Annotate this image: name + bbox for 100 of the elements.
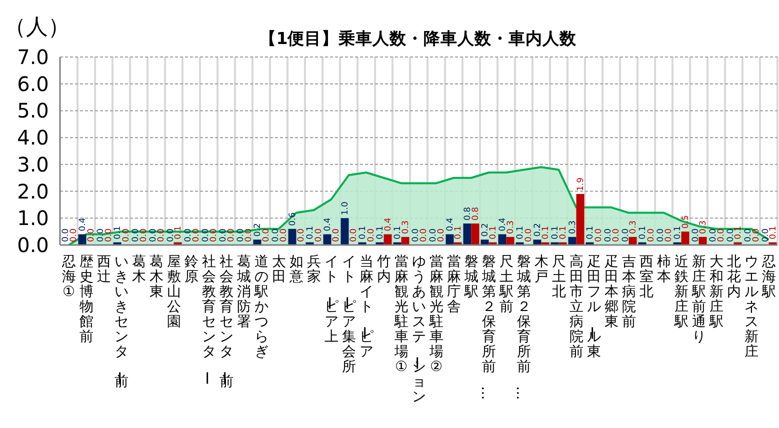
data-label: 0.0 xyxy=(646,228,656,242)
data-label: 0.3 xyxy=(628,220,639,234)
data-label: 0.0 xyxy=(278,228,289,242)
data-label: 0.4 xyxy=(78,218,88,232)
data-label: 0.0 xyxy=(148,228,158,242)
x-tick-label: 當麻庁舎 xyxy=(446,254,461,315)
data-label: 0.0 xyxy=(751,228,762,242)
x-tick-label: 磐城駅 xyxy=(463,254,478,300)
data-label: 0.0 xyxy=(743,228,754,242)
data-label: 0.0 xyxy=(524,228,534,242)
x-tick-label: 疋田本郷東 xyxy=(604,254,618,330)
data-label: 0.0 xyxy=(121,228,132,242)
data-label: 0.3 xyxy=(506,220,516,234)
bar xyxy=(463,224,472,245)
data-label: 0.1 xyxy=(558,226,569,240)
x-tick-label: イトーピア上 xyxy=(320,254,338,345)
data-label: 0.1 xyxy=(174,226,184,240)
data-label: 0.0 xyxy=(138,228,149,242)
y-tick-label: 7.0 xyxy=(17,45,49,69)
data-label: 0.4 xyxy=(323,218,334,232)
bar xyxy=(253,240,262,245)
data-label: 1.9 xyxy=(576,177,586,191)
data-label: 0.0 xyxy=(236,228,246,242)
data-label: 0.0 xyxy=(261,228,272,242)
y-tick-label: 6.0 xyxy=(17,72,49,96)
x-tick-label: 尺土北 xyxy=(552,254,566,300)
data-label: 0.2 xyxy=(253,223,264,237)
y-axis-title: （人） xyxy=(4,15,70,40)
y-tick-label: 5.0 xyxy=(17,98,49,123)
x-tick-label: 尺土駅前 xyxy=(498,254,514,315)
data-label: 0.0 xyxy=(218,228,228,242)
data-label: 0.1 xyxy=(358,226,368,240)
x-tick-label: 道の駅かつらぎ xyxy=(253,254,268,360)
y-tick-label: 1.0 xyxy=(17,206,49,230)
data-label: 0.0 xyxy=(156,228,166,242)
bar xyxy=(533,240,542,245)
data-label: 0.0 xyxy=(270,228,281,242)
bar xyxy=(628,236,637,245)
data-label: 0.0 xyxy=(208,228,219,242)
data-label: 0.0 xyxy=(594,228,604,242)
data-label: 0.0 xyxy=(603,228,614,242)
y-tick-label: 2.0 xyxy=(17,179,49,204)
x-tick-label: 葛木東 xyxy=(149,254,164,300)
data-label: 0.1 xyxy=(516,226,526,240)
data-label: 0.1 xyxy=(306,226,316,240)
bar xyxy=(288,228,296,245)
bar xyxy=(78,234,86,245)
data-label: 0.0 xyxy=(418,228,429,242)
data-label: 0.0 xyxy=(611,228,622,242)
x-tick-label: 竹内 xyxy=(376,254,391,285)
x-tick-label: 忍海駅 xyxy=(760,254,776,300)
data-label: 0.1 xyxy=(113,226,124,240)
bar xyxy=(568,236,576,245)
bar xyxy=(446,234,454,245)
data-label: 0.0 xyxy=(348,228,359,242)
data-label: 0.1 xyxy=(541,226,552,240)
x-tick-label: 鈴原 xyxy=(184,254,198,285)
data-label: 0.0 xyxy=(200,228,211,242)
bar xyxy=(323,234,332,245)
data-label: 0.0 xyxy=(191,228,202,242)
x-tick-label: 兵家 xyxy=(306,254,321,285)
bar xyxy=(401,236,410,245)
data-label: 0.0 xyxy=(183,228,194,242)
bar xyxy=(498,234,506,245)
data-label: 0.0 xyxy=(130,228,141,242)
data-label: 0.6 xyxy=(288,212,298,226)
data-label: 0.0 xyxy=(314,228,324,242)
category-label: 磐城第２保育所前… xyxy=(478,254,496,400)
x-tick-label: 近鉄新庄駅 xyxy=(673,254,688,330)
x-tick-label: 當麻観光駐車場① xyxy=(393,254,408,375)
bar xyxy=(471,224,480,245)
x-tick-label: 西辻 xyxy=(96,254,111,285)
x-tick-label: 北花内 xyxy=(726,254,741,300)
data-label: 0.1 xyxy=(586,226,596,240)
data-label: 1.0 xyxy=(340,202,351,216)
data-label: 0.0 xyxy=(104,228,114,242)
data-label: 0.0 xyxy=(60,228,71,242)
x-tick-label: 木戸 xyxy=(534,254,548,285)
x-tick-label: 高田市立病院前 xyxy=(569,254,584,360)
x-tick-label: 葛木 xyxy=(132,254,146,285)
x-tick-label: 大和新庄駅 xyxy=(708,254,724,330)
data-label: 0.1 xyxy=(768,226,779,240)
data-label: 0.4 xyxy=(384,218,394,232)
data-label: 0.0 xyxy=(366,228,376,242)
x-tick-label: 葛城消防署 xyxy=(236,254,251,330)
data-label: 0.0 xyxy=(244,228,254,242)
data-label: 0.0 xyxy=(96,228,106,242)
x-tick-label: 当麻イトーピア xyxy=(355,254,374,360)
y-tick-label: 4.0 xyxy=(17,126,49,150)
bar xyxy=(340,218,349,245)
x-tick-label: イトーピア集会所 xyxy=(338,254,356,375)
data-label: 0.5 xyxy=(681,215,692,229)
x-tick-label: 歴史博物館前 xyxy=(79,254,94,345)
data-label: 0.0 xyxy=(68,228,79,242)
bar xyxy=(698,236,707,245)
data-label: 0.1 xyxy=(638,226,648,240)
data-label: 0.0 xyxy=(716,228,726,242)
data-label: 0.1 xyxy=(488,226,499,240)
data-label: 0.0 xyxy=(656,228,666,242)
data-label: 0.1 xyxy=(454,226,464,240)
